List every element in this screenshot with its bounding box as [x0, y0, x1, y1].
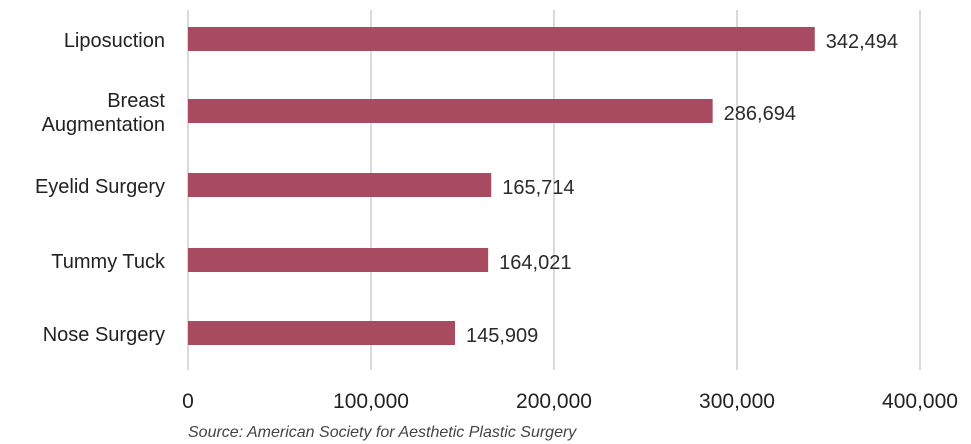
bar-1 — [188, 99, 713, 123]
category-label-0: Liposuction — [64, 30, 165, 52]
category-label-4: Nose Surgery — [43, 324, 165, 346]
x-tick-label-2: 200,000 — [516, 390, 592, 413]
bar-2 — [188, 173, 492, 197]
category-label-2: Eyelid Surgery — [35, 176, 165, 198]
category-label-1: Breast Augmentation — [42, 90, 166, 136]
value-label-1: 286,694 — [724, 103, 796, 125]
gridlines — [187, 10, 921, 370]
bar-4 — [188, 321, 456, 345]
value-labels: 342,494 286,694 165,714 164,021 145,909 — [466, 31, 898, 347]
value-label-2: 165,714 — [502, 177, 574, 199]
bar-3 — [188, 248, 489, 272]
x-tick-label-3: 300,000 — [699, 390, 775, 413]
category-label-3: Tummy Tuck — [51, 251, 166, 273]
category-labels: Liposuction Breast Augmentation Eyelid Surg… — [35, 30, 166, 346]
bars — [188, 27, 815, 345]
x-tick-label-4: 400,000 — [882, 390, 958, 413]
bar-0 — [188, 27, 815, 51]
value-label-0: 342,494 — [826, 31, 898, 53]
source-note: Source: American Society for Aesthetic P… — [188, 424, 577, 441]
x-axis-tick-labels: 0 100,000 200,000 300,000 400,000 — [182, 390, 958, 413]
value-label-3: 164,021 — [499, 252, 571, 274]
value-label-4: 145,909 — [466, 325, 538, 347]
x-tick-label-0: 0 — [182, 390, 194, 413]
x-tick-label-1: 100,000 — [333, 390, 409, 413]
